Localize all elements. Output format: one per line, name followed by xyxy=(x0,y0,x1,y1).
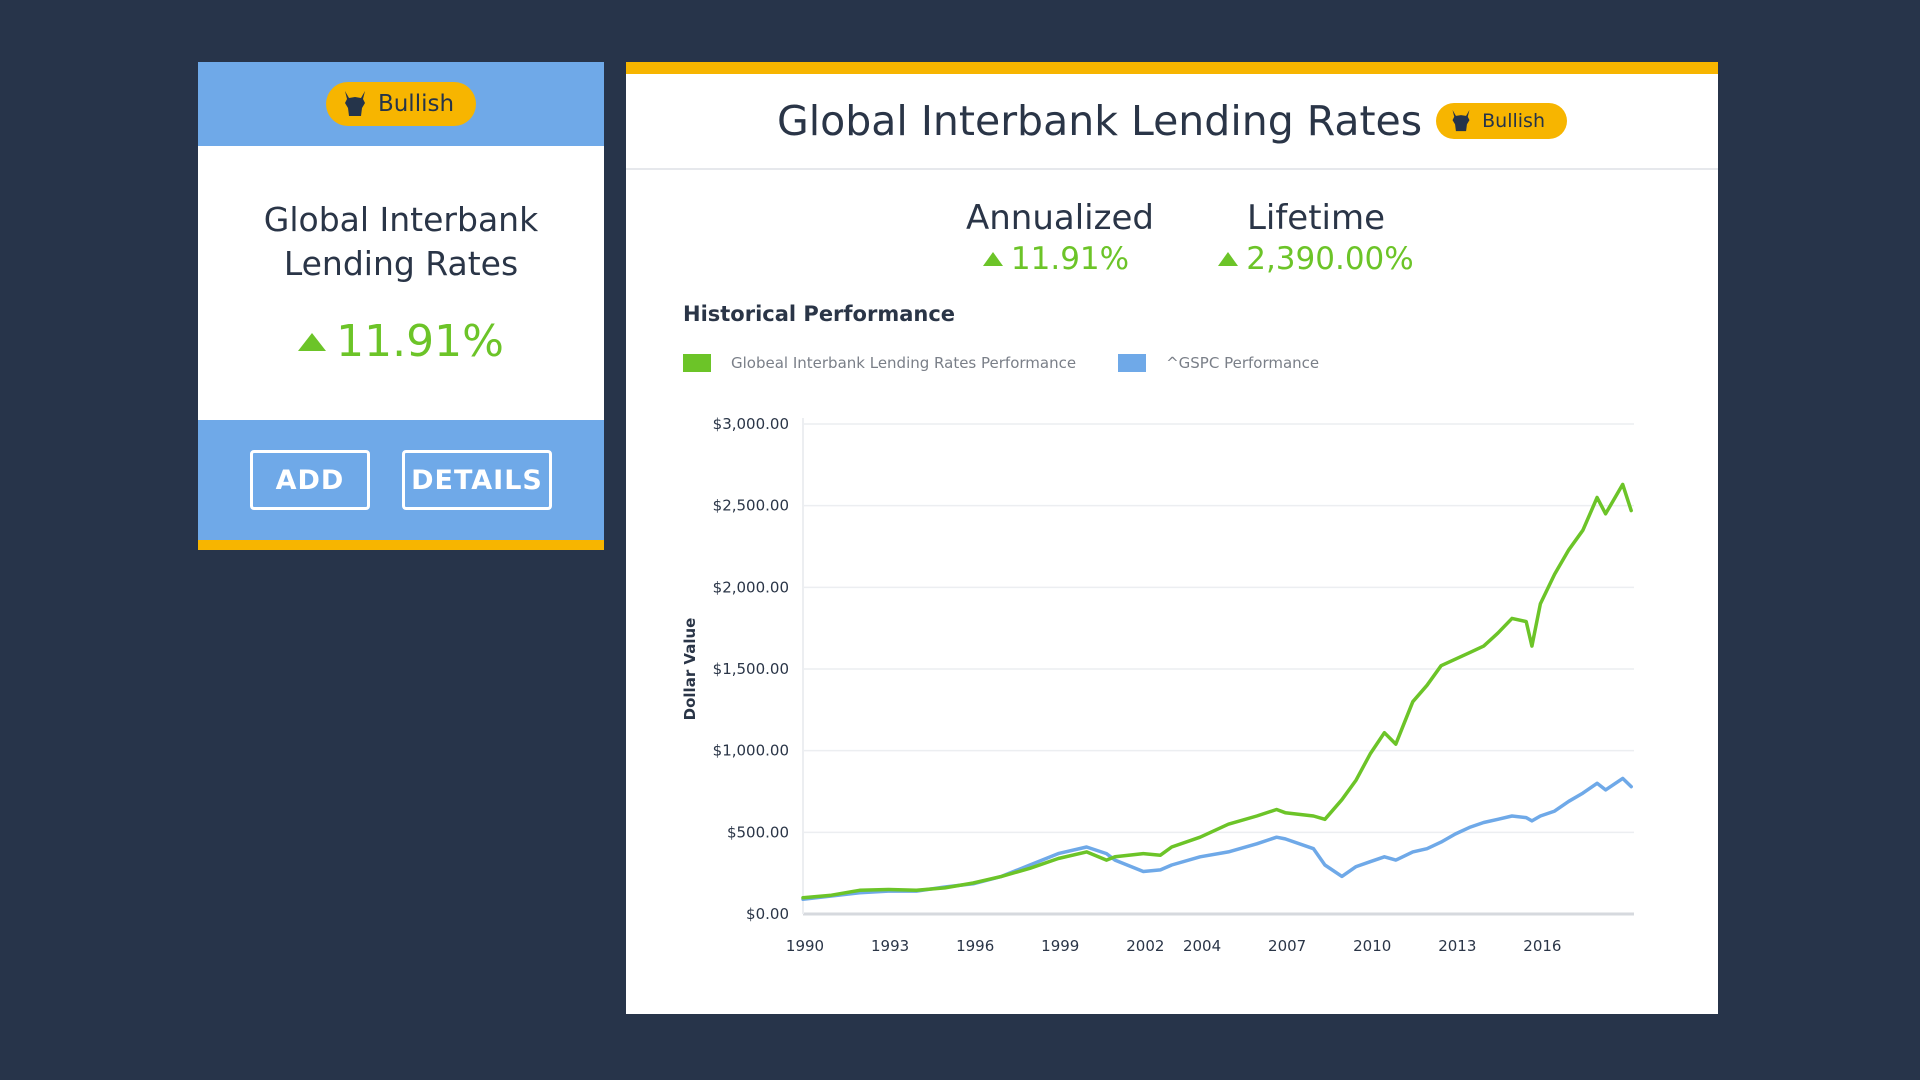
x-tick-label: 2013 xyxy=(1438,937,1476,955)
performance-chart: $0.00 $500.00 $1,000.00 $1,500.00 $2,000.00 $… xyxy=(681,415,1634,955)
panel-header: Global Interbank Lending Rates Bullish xyxy=(626,74,1718,170)
y-tick-label: $1,500.00 xyxy=(713,660,789,678)
strategy-card: Bullish Global Interbank Lending Rates 1… xyxy=(198,62,604,550)
x-tick-label: 2016 xyxy=(1523,937,1561,955)
panel-bullish-badge-label: Bullish xyxy=(1482,110,1545,132)
stat-annualized: Annualized 11.91% xyxy=(966,198,1154,280)
card-body: Global Interbank Lending Rates 11.91% xyxy=(198,146,604,420)
card-actions: ADD DETAILS xyxy=(198,420,604,550)
stat-label: Lifetime xyxy=(1246,198,1386,238)
stat-lifetime: Lifetime 2,390.00% xyxy=(1201,198,1431,280)
x-tick-label: 1993 xyxy=(871,937,909,955)
panel-bullish-badge: Bullish xyxy=(1436,103,1567,139)
up-triangle-icon xyxy=(298,332,327,351)
card-title: Global Interbank Lending Rates xyxy=(198,146,604,286)
series-line-gspc xyxy=(801,776,1633,902)
bullish-badge: Bullish xyxy=(325,82,477,126)
section-title: Historical Performance xyxy=(683,302,956,326)
add-button[interactable]: ADD xyxy=(250,450,370,510)
detail-panel: Global Interbank Lending Rates Bullish A… xyxy=(626,62,1718,1014)
y-tick-label: $1,000.00 xyxy=(713,742,789,760)
x-tick-label: 2002 xyxy=(1126,937,1164,955)
y-tick-label: $2,000.00 xyxy=(713,578,789,596)
legend-label: Globeal Interbank Lending Rates Performa… xyxy=(731,354,1077,372)
bull-icon xyxy=(344,91,365,116)
up-triangle-icon xyxy=(1218,252,1239,266)
bull-icon xyxy=(1452,110,1470,132)
stat-label: Annualized xyxy=(966,198,1154,238)
x-tick-label: 1990 xyxy=(786,937,824,955)
stat-value-text: 2,390.00% xyxy=(1246,241,1414,277)
series-line-lending xyxy=(801,482,1633,900)
card-header: Bullish xyxy=(198,62,604,146)
y-axis-label: Dollar Value xyxy=(681,618,699,721)
x-tick-label: 2010 xyxy=(1353,937,1391,955)
legend-label: ^GSPC Performance xyxy=(1166,354,1320,372)
card-title-line1: Global Interbank xyxy=(263,200,539,239)
legend-item-gspc[interactable]: ^GSPC Performance xyxy=(1118,354,1319,372)
legend-item-lending[interactable]: Globeal Interbank Lending Rates Performa… xyxy=(683,354,1076,372)
up-triangle-icon xyxy=(982,252,1003,266)
details-button[interactable]: DETAILS xyxy=(402,450,552,510)
x-tick-label: 2007 xyxy=(1268,937,1306,955)
stat-value: 2,390.00% xyxy=(1201,238,1431,280)
stat-value: 11.91% xyxy=(966,238,1146,280)
y-tick-label: $3,000.00 xyxy=(713,415,789,433)
legend-swatch xyxy=(1118,354,1147,372)
chart-legend: Globeal Interbank Lending Rates Performa… xyxy=(683,354,1361,372)
card-title-line2: Lending Rates xyxy=(283,244,519,283)
card-change: 11.91% xyxy=(198,316,604,367)
legend-swatch xyxy=(683,354,711,372)
x-tick-label: 1996 xyxy=(956,937,994,955)
stat-value-text: 11.91% xyxy=(1010,241,1130,277)
y-tick-label: $2,500.00 xyxy=(713,497,789,515)
y-tick-label: $0.00 xyxy=(746,905,789,923)
bullish-badge-label: Bullish xyxy=(377,91,455,117)
x-tick-label: 2004 xyxy=(1183,937,1221,955)
stats-row: Annualized 11.91% Lifetime 2,390.00% xyxy=(626,198,1718,288)
y-tick-label: $500.00 xyxy=(727,823,789,841)
panel-title: Global Interbank Lending Rates xyxy=(777,97,1423,145)
card-change-value: 11.91% xyxy=(336,316,504,367)
x-tick-label: 1999 xyxy=(1041,937,1079,955)
